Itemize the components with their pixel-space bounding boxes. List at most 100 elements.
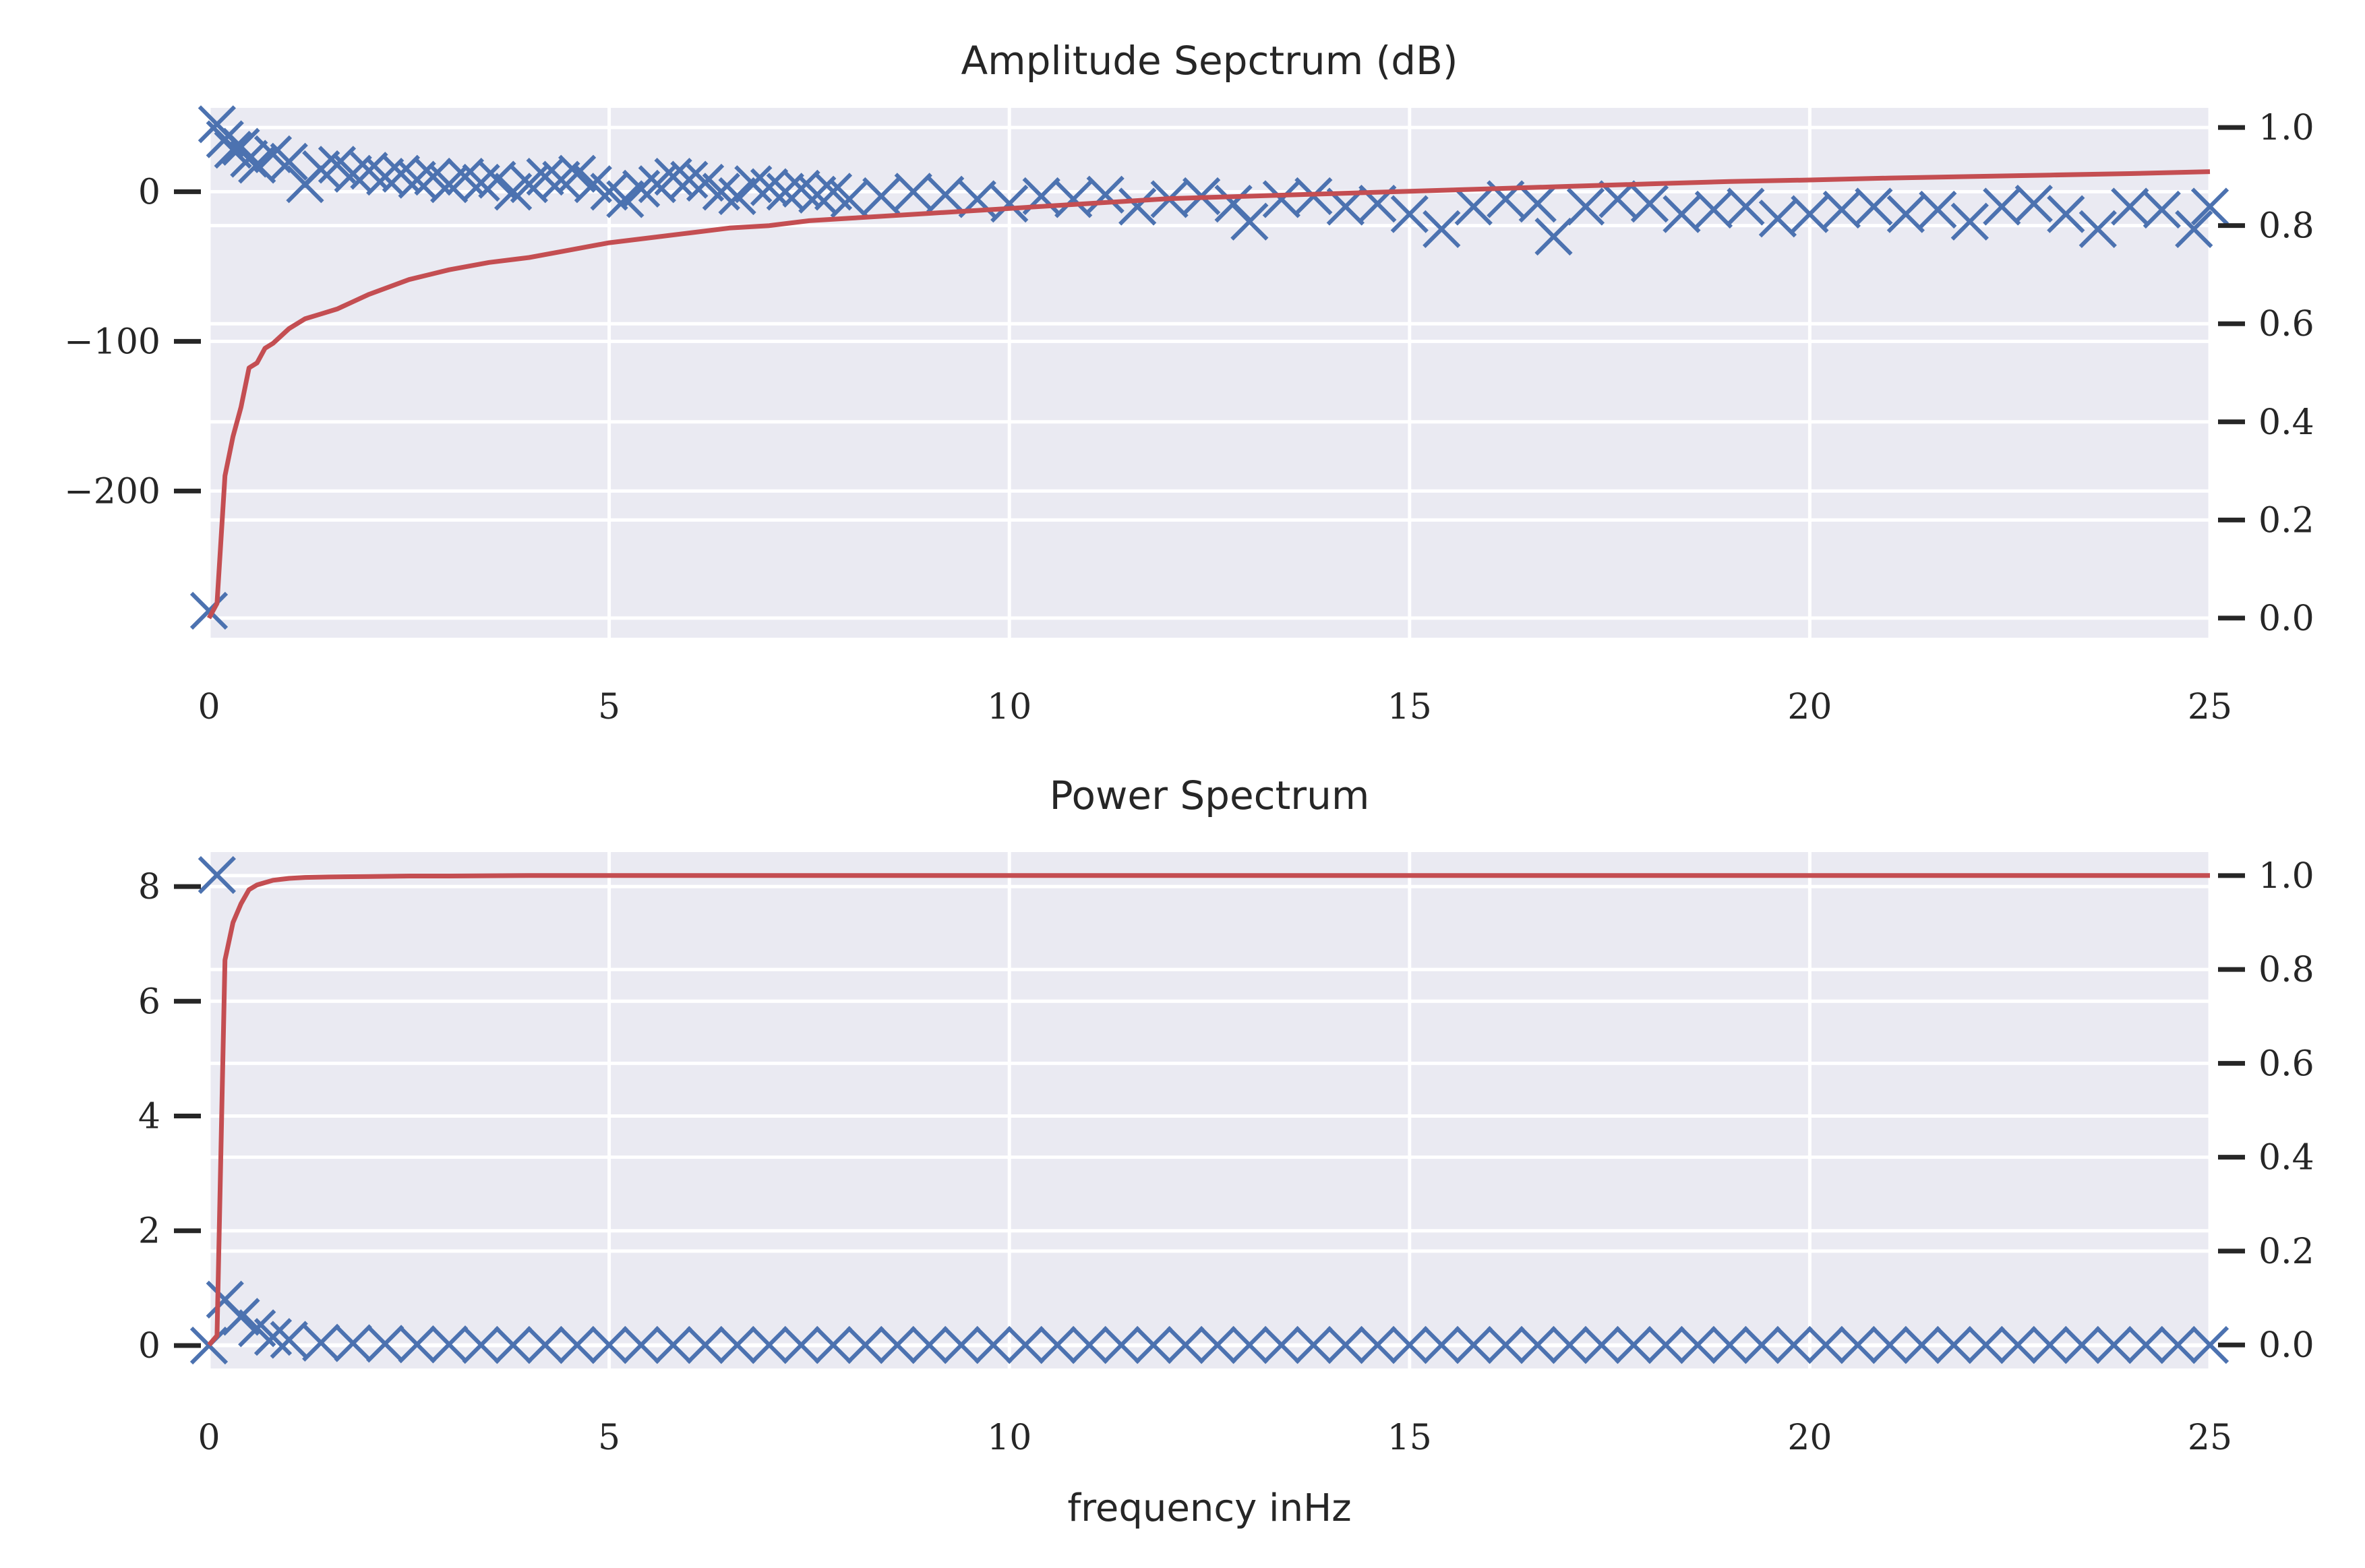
data-point bbox=[990, 184, 1029, 223]
data-point bbox=[734, 165, 773, 204]
data-point bbox=[1822, 190, 1861, 229]
data-point bbox=[862, 177, 901, 216]
data-point bbox=[1390, 195, 1429, 233]
data-point bbox=[2062, 1325, 2101, 1364]
data-point bbox=[782, 1325, 820, 1364]
series-line bbox=[206, 169, 2211, 620]
y2-tick-label: 0.4 bbox=[2258, 402, 2314, 443]
data-point bbox=[606, 180, 645, 218]
data-point bbox=[1870, 1325, 1909, 1364]
data-point bbox=[1615, 1325, 1653, 1364]
y2-axis-ticks: 0.0 0.2 0.4 0.6 0.8 1.0 bbox=[2218, 856, 2314, 1366]
data-point bbox=[1919, 190, 1957, 229]
data-point bbox=[1998, 1325, 2037, 1364]
data-point bbox=[1518, 184, 1557, 223]
data-point bbox=[1582, 1325, 1621, 1364]
y2-tick-label: 1.0 bbox=[2258, 856, 2314, 897]
data-point bbox=[462, 1325, 500, 1364]
x-tick-label: 10 bbox=[987, 1418, 1031, 1458]
data-point bbox=[1694, 190, 1733, 229]
data-point bbox=[830, 180, 868, 218]
data-point bbox=[526, 158, 564, 196]
data-point bbox=[686, 1325, 725, 1364]
data-point bbox=[1743, 1325, 1781, 1364]
data-point bbox=[270, 142, 308, 181]
data-point bbox=[1358, 1325, 1397, 1364]
y2-axis-ticks: 0.0 0.2 0.4 0.6 0.8 1.0 bbox=[2218, 108, 2314, 639]
data-point bbox=[974, 1325, 1013, 1364]
data-point bbox=[654, 158, 692, 196]
y2-tick-label: 0.2 bbox=[2258, 500, 2314, 541]
x-tick-label: 0 bbox=[198, 1418, 220, 1458]
data-point bbox=[1102, 1325, 1141, 1364]
data-point bbox=[494, 1325, 533, 1364]
x-axis-ticks: 0 5 10 15 20 25 bbox=[198, 1418, 2232, 1458]
data-point bbox=[478, 160, 516, 199]
y-axis-ticks: 0 −100 −200 bbox=[64, 172, 201, 512]
data-point bbox=[334, 154, 372, 193]
data-point bbox=[366, 158, 405, 196]
data-point bbox=[366, 1325, 405, 1363]
data-point bbox=[2111, 187, 2149, 226]
data-point bbox=[558, 154, 597, 193]
x-tick-label: 0 bbox=[198, 687, 220, 727]
data-point bbox=[1230, 1325, 1269, 1364]
data-point bbox=[2047, 195, 2085, 233]
data-point bbox=[1534, 217, 1573, 256]
y-tick-label: 4 bbox=[138, 1097, 160, 1137]
data-point bbox=[558, 1325, 597, 1364]
data-point bbox=[1454, 1325, 1493, 1364]
data-point bbox=[926, 175, 965, 214]
data-point bbox=[1006, 1325, 1045, 1364]
data-point bbox=[1727, 187, 1765, 226]
data-point bbox=[590, 1325, 628, 1364]
y2-tick-label: 0.4 bbox=[2258, 1138, 2314, 1178]
data-point bbox=[270, 1321, 308, 1359]
x-tick-label: 10 bbox=[987, 687, 1031, 727]
y2-tick-label: 0.6 bbox=[2258, 1044, 2314, 1084]
data-point bbox=[670, 160, 709, 199]
series-line bbox=[207, 873, 2210, 1347]
data-point bbox=[750, 168, 789, 206]
y-tick-label: 0 bbox=[138, 1326, 160, 1366]
data-point bbox=[1934, 1325, 1973, 1364]
y-tick-label: 6 bbox=[138, 982, 160, 1022]
data-point bbox=[718, 177, 756, 216]
y2-tick-label: 0.0 bbox=[2258, 1325, 2314, 1366]
data-point bbox=[622, 1325, 661, 1364]
panel-power: 0 5 10 15 20 25 0 2 4 6 8 0.0 0.2 0.4 0.6 0.8 1.0 Powe… bbox=[138, 773, 2314, 1530]
data-point bbox=[222, 1298, 260, 1336]
y-tick-label: 8 bbox=[138, 867, 160, 907]
data-point bbox=[2143, 190, 2181, 229]
data-point bbox=[302, 150, 340, 189]
data-point bbox=[910, 1325, 949, 1364]
series-markers bbox=[189, 855, 2229, 1365]
data-point bbox=[2031, 1325, 2069, 1364]
y2-tick-label: 0.8 bbox=[2258, 206, 2314, 247]
data-point bbox=[1663, 195, 1701, 233]
data-point bbox=[718, 1325, 756, 1364]
data-point bbox=[1086, 175, 1125, 214]
data-point bbox=[198, 855, 236, 895]
x-tick-label: 25 bbox=[2188, 1418, 2232, 1458]
data-point bbox=[1967, 1325, 2005, 1364]
data-point bbox=[1807, 1325, 1845, 1364]
data-point bbox=[1134, 1325, 1173, 1364]
y-tick-label: −200 bbox=[64, 471, 160, 512]
data-point bbox=[1118, 187, 1157, 226]
data-point bbox=[526, 1325, 564, 1364]
x-tick-label: 25 bbox=[2188, 687, 2232, 727]
data-point bbox=[798, 175, 837, 214]
y2-tick-label: 0.8 bbox=[2258, 950, 2314, 990]
data-point bbox=[302, 1323, 340, 1362]
data-point bbox=[2190, 187, 2229, 226]
data-point bbox=[1983, 187, 2021, 226]
data-point bbox=[622, 169, 661, 208]
data-point bbox=[942, 1325, 981, 1364]
panel-amplitude: 0 5 10 15 20 25 0−100−200 0.00.20.40.60.81.0 … bbox=[64, 38, 2314, 727]
data-point bbox=[1551, 1325, 1589, 1364]
data-point bbox=[1758, 200, 1797, 238]
data-point bbox=[1679, 1325, 1717, 1364]
data-point bbox=[894, 173, 932, 211]
